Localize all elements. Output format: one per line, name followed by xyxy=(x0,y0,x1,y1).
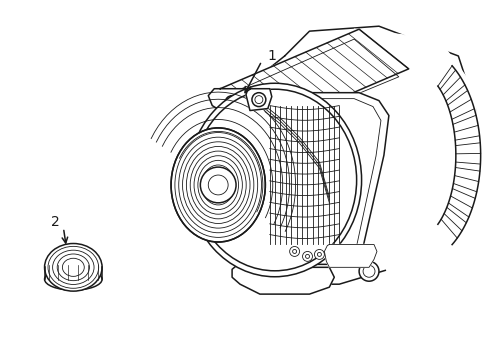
Circle shape xyxy=(224,96,239,109)
Polygon shape xyxy=(249,93,388,264)
Circle shape xyxy=(228,99,236,107)
Polygon shape xyxy=(232,264,334,294)
Circle shape xyxy=(317,252,321,256)
Circle shape xyxy=(208,175,228,195)
Circle shape xyxy=(362,265,374,277)
Polygon shape xyxy=(210,26,475,284)
Polygon shape xyxy=(220,29,408,129)
Polygon shape xyxy=(324,244,376,267)
Circle shape xyxy=(358,261,378,281)
Circle shape xyxy=(292,249,296,253)
Circle shape xyxy=(302,251,312,261)
Circle shape xyxy=(314,249,324,260)
Ellipse shape xyxy=(187,83,361,277)
Circle shape xyxy=(251,93,265,107)
Polygon shape xyxy=(245,89,271,111)
Circle shape xyxy=(200,167,236,203)
Text: 2: 2 xyxy=(51,215,60,229)
Ellipse shape xyxy=(44,243,102,291)
Polygon shape xyxy=(353,29,475,277)
Ellipse shape xyxy=(44,268,102,290)
Text: 1: 1 xyxy=(267,49,276,63)
Circle shape xyxy=(305,255,309,258)
Circle shape xyxy=(289,247,299,256)
Circle shape xyxy=(254,96,263,104)
Polygon shape xyxy=(208,89,254,116)
Ellipse shape xyxy=(171,128,265,242)
